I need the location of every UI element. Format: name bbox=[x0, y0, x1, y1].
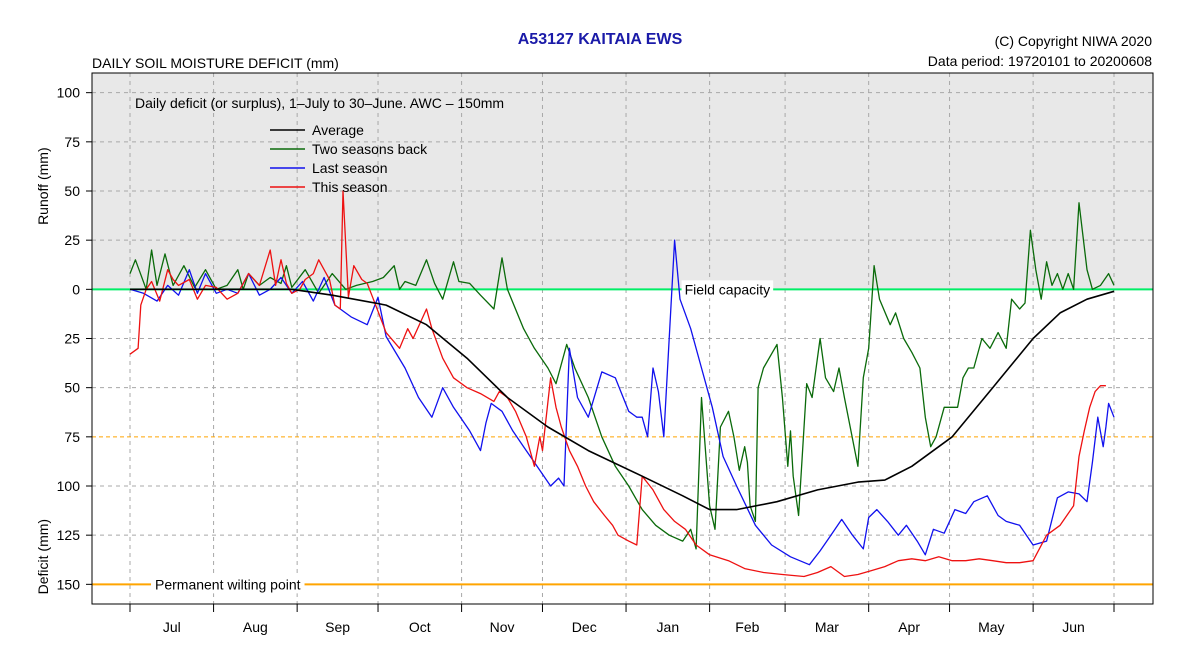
field-capacity-label-bg bbox=[681, 280, 774, 299]
legend-label-this-season: This season bbox=[312, 179, 387, 195]
axes: 100 75 50 25 0 25 50 75 100 125 150 Jul Aug Sep Oct Nov… bbox=[57, 85, 1115, 635]
series-line-two-seasons-back bbox=[129, 202, 1115, 550]
y-tick-label: 75 bbox=[64, 429, 80, 445]
wilting-point-label: Permanent wilting point bbox=[155, 576, 301, 592]
reference-lines: Field capacity Permanent wilting point bbox=[92, 280, 1153, 594]
y-tick-label: 50 bbox=[64, 183, 80, 199]
y-tick-label: 0 bbox=[72, 281, 80, 297]
ylabel-deficit: Deficit (mm) bbox=[35, 519, 51, 594]
data-series bbox=[129, 190, 1115, 578]
legend-label-last-season: Last season bbox=[312, 160, 388, 176]
series-line-average bbox=[130, 288, 1115, 511]
ylabel-runoff: Runoff (mm) bbox=[35, 147, 51, 225]
x-tick-label: Sep bbox=[325, 619, 350, 635]
gridlines bbox=[92, 73, 1153, 604]
data-period: Data period: 19720101 to 20200608 bbox=[927, 53, 1152, 69]
station-title: A53127 KAITAIA EWS bbox=[517, 31, 683, 48]
legend-label-two-seasons-back: Two seasons back bbox=[312, 141, 428, 157]
y-tick-label: 100 bbox=[57, 85, 81, 101]
y-tick-label: 25 bbox=[64, 232, 80, 248]
wilting-point-label-bg bbox=[151, 575, 305, 594]
x-tick-label: Apr bbox=[898, 619, 920, 635]
chart-subtitle: DAILY SOIL MOISTURE DEFICIT (mm) bbox=[92, 55, 339, 71]
y-tick-label: 150 bbox=[57, 576, 81, 592]
x-tick-label: Mar bbox=[815, 619, 839, 635]
y-tick-label: 25 bbox=[64, 331, 80, 347]
y-tick-label: 125 bbox=[57, 527, 81, 543]
series-line-this-season bbox=[129, 190, 1106, 578]
chart-annotation: Daily deficit (or surplus), 1–July to 30… bbox=[135, 95, 504, 111]
y-tick-label: 50 bbox=[64, 380, 80, 396]
legend-label-average: Average bbox=[312, 122, 364, 138]
x-tick-label: Jan bbox=[657, 619, 680, 635]
y-tick-label: 100 bbox=[57, 478, 81, 494]
x-tick-label: Jul bbox=[163, 619, 181, 635]
x-tick-label: May bbox=[978, 619, 1004, 635]
x-tick-label: Nov bbox=[490, 619, 515, 635]
x-tick-label: Aug bbox=[243, 619, 268, 635]
legend: Average Two seasons back Last season This s… bbox=[270, 122, 428, 195]
y-tick-label: 75 bbox=[64, 134, 80, 150]
copyright-notice: (C) Copyright NIWA 2020 bbox=[994, 33, 1152, 49]
x-tick-label: Feb bbox=[735, 619, 759, 635]
x-tick-label: Oct bbox=[409, 619, 431, 635]
series-line-last-season bbox=[129, 239, 1115, 566]
x-tick-label: Dec bbox=[572, 619, 597, 635]
field-capacity-label: Field capacity bbox=[685, 281, 771, 297]
x-tick-label: Jun bbox=[1062, 619, 1085, 635]
